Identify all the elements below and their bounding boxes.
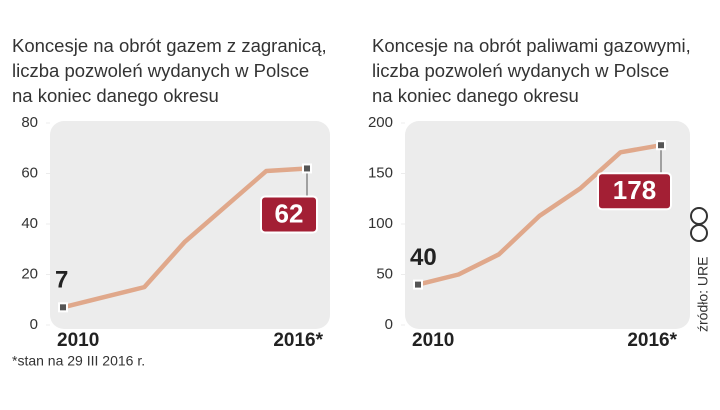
plot-area <box>405 121 690 329</box>
y-tick-label: 0 <box>385 316 393 333</box>
chart-title: liczba pozwoleń wydanych w Polsce <box>372 60 669 81</box>
data-line <box>62 166 308 310</box>
y-tick-label: 0 <box>30 316 38 333</box>
y-tick-label: 50 <box>376 265 393 282</box>
point-marker <box>302 163 312 174</box>
data-line <box>417 143 662 287</box>
x-tick-label: 2016* <box>627 330 677 351</box>
value-label: 62 <box>275 198 304 228</box>
chart-title: Koncesje na obrót gazem z zagranicą, <box>12 35 327 56</box>
value-label: 7 <box>55 267 68 294</box>
y-tick-label: 200 <box>368 114 393 131</box>
chart-title: liczba pozwoleń wydanych w Polsce <box>12 60 309 81</box>
point-marker <box>413 279 423 290</box>
y-tick-label: 150 <box>368 164 393 181</box>
point-marker <box>58 302 68 313</box>
value-label: 178 <box>613 175 656 205</box>
y-tick-label: 20 <box>21 265 38 282</box>
footnote: *stan na 29 III 2016 r. <box>12 353 145 369</box>
x-tick-label: 2010 <box>57 330 99 351</box>
chart-title: Koncesje na obrót paliwami gazowymi, <box>372 35 691 56</box>
value-label-box <box>260 195 318 234</box>
value-label-box <box>597 172 672 211</box>
value-label: 40 <box>410 244 437 271</box>
x-tick-label: 2016* <box>273 330 323 351</box>
source: źródło: URE <box>695 257 711 332</box>
plot-area <box>50 121 330 329</box>
y-tick-label: 80 <box>21 114 38 131</box>
x-tick-label: 2010 <box>412 330 454 351</box>
y-tick-label: 60 <box>21 164 38 181</box>
y-tick-label: 100 <box>368 215 393 232</box>
chart-title: na koniec danego okresu <box>12 85 219 106</box>
logo <box>690 207 708 242</box>
point-marker <box>656 140 666 151</box>
chart-title: na koniec danego okresu <box>372 85 579 106</box>
y-tick-label: 40 <box>21 215 38 232</box>
